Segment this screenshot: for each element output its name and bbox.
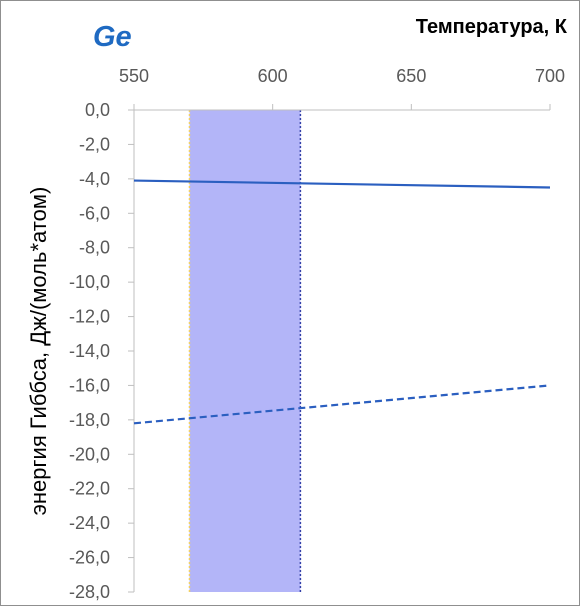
y-tick-label: -16,0 — [69, 375, 110, 395]
x-tick-label: 600 — [258, 66, 288, 86]
y-tick-label: -20,0 — [69, 444, 110, 464]
y-tick-label: -18,0 — [69, 410, 110, 430]
y-tick-label: -24,0 — [69, 513, 110, 533]
x-tick-label: 550 — [119, 66, 149, 86]
y-tick-label: -8,0 — [79, 238, 110, 258]
y-tick-label: -26,0 — [69, 548, 110, 568]
x-tick-label: 700 — [535, 66, 565, 86]
y-tick-label: -10,0 — [69, 272, 110, 292]
y-tick-label: -12,0 — [69, 307, 110, 327]
y-tick-label: -22,0 — [69, 479, 110, 499]
x-axis-title: Температура, К — [415, 16, 567, 38]
y-tick-label: -28,0 — [69, 582, 110, 602]
y-tick-label: -4,0 — [79, 169, 110, 189]
series-line-dashed — [133, 384, 551, 425]
y-tick-label: -6,0 — [79, 203, 110, 223]
y-tick-label: -14,0 — [69, 341, 110, 361]
series-line-solid — [133, 179, 551, 189]
x-tick-label: 650 — [396, 66, 426, 86]
y-tick-label: -2,0 — [79, 134, 110, 154]
chart-title: Ge — [93, 21, 132, 53]
shaded-region — [189, 110, 301, 592]
y-tick-label: 0,0 — [85, 100, 110, 120]
